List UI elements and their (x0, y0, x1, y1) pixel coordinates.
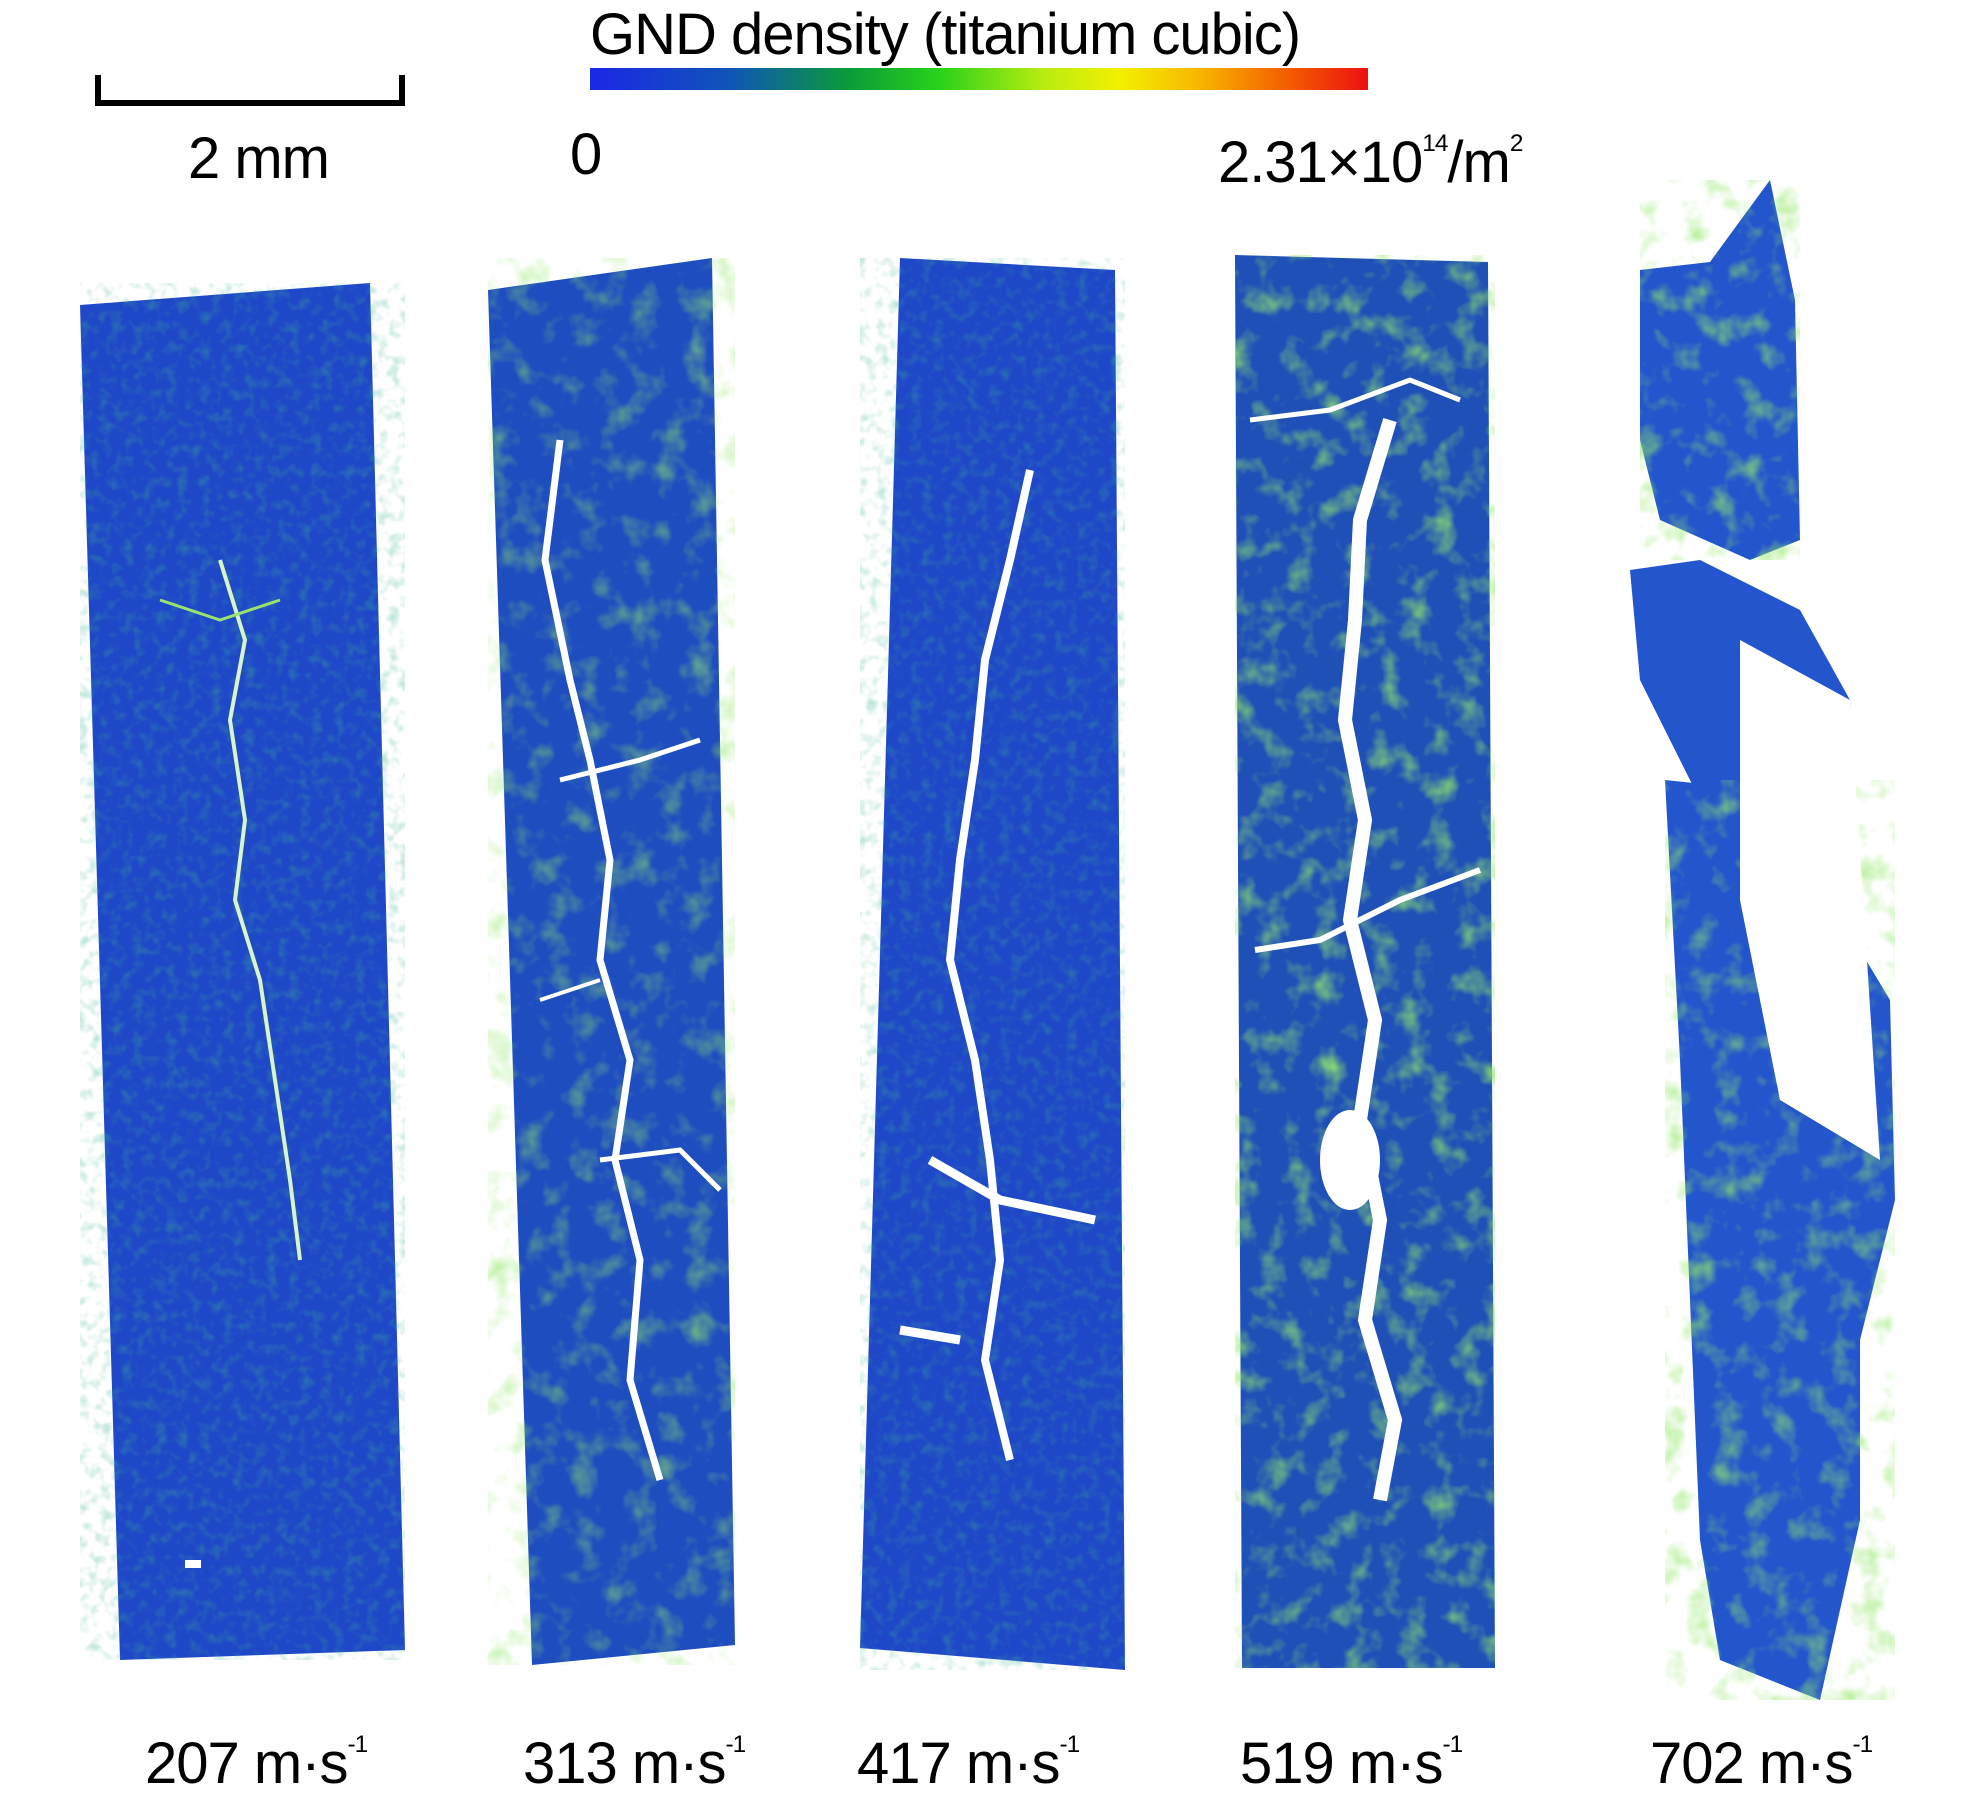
colorbar-title: GND density (titanium cubic) (590, 2, 1301, 67)
sample-label-702-value: 702 m·s (1650, 1731, 1854, 1796)
sample-map-702 (1630, 180, 1895, 1700)
sample-map-313 (488, 258, 735, 1665)
sample-map-417 (860, 258, 1125, 1670)
sample-label-702-exponent: -1 (1852, 1731, 1874, 1758)
scale-bar-left-tick (95, 75, 101, 106)
sample-map-519 (1235, 255, 1495, 1668)
colorbar-max-exponent: 14 (1422, 130, 1448, 157)
sample-label-702: 702 m·s-1 (1650, 1732, 1873, 1793)
sample-label-519-value: 519 m·s (1240, 1731, 1444, 1796)
sample-label-207-value: 207 m·s (145, 1731, 349, 1796)
colorbar-gradient (590, 68, 1368, 90)
scale-bar-line (95, 100, 405, 106)
colorbar-max-unit: /m (1447, 130, 1510, 195)
colorbar-max-unit-exponent: 2 (1509, 130, 1524, 157)
sample-label-417-value: 417 m·s (857, 1731, 1061, 1796)
sample-map-207 (80, 283, 405, 1660)
sample-label-207: 207 m·s-1 (145, 1732, 368, 1793)
sample-label-519-exponent: -1 (1442, 1731, 1464, 1758)
sample-label-417: 417 m·s-1 (857, 1732, 1080, 1793)
colorbar-max-mantissa: 2.31×10 (1218, 130, 1423, 195)
sample-label-417-exponent: -1 (1059, 1731, 1081, 1758)
sample-label-313-exponent: -1 (725, 1731, 747, 1758)
scale-bar-label: 2 mm (188, 126, 330, 191)
sample-label-207-exponent: -1 (347, 1731, 369, 1758)
sample-label-519: 519 m·s-1 (1240, 1732, 1463, 1793)
sample-label-313: 313 m·s-1 (523, 1732, 746, 1793)
scale-bar-right-tick (399, 75, 405, 106)
sample-label-313-value: 313 m·s (523, 1731, 727, 1796)
colorbar-max-label: 2.31×1014/m2 (1218, 131, 1523, 192)
colorbar-min-label: 0 (570, 122, 602, 187)
scale-bar (95, 75, 405, 106)
